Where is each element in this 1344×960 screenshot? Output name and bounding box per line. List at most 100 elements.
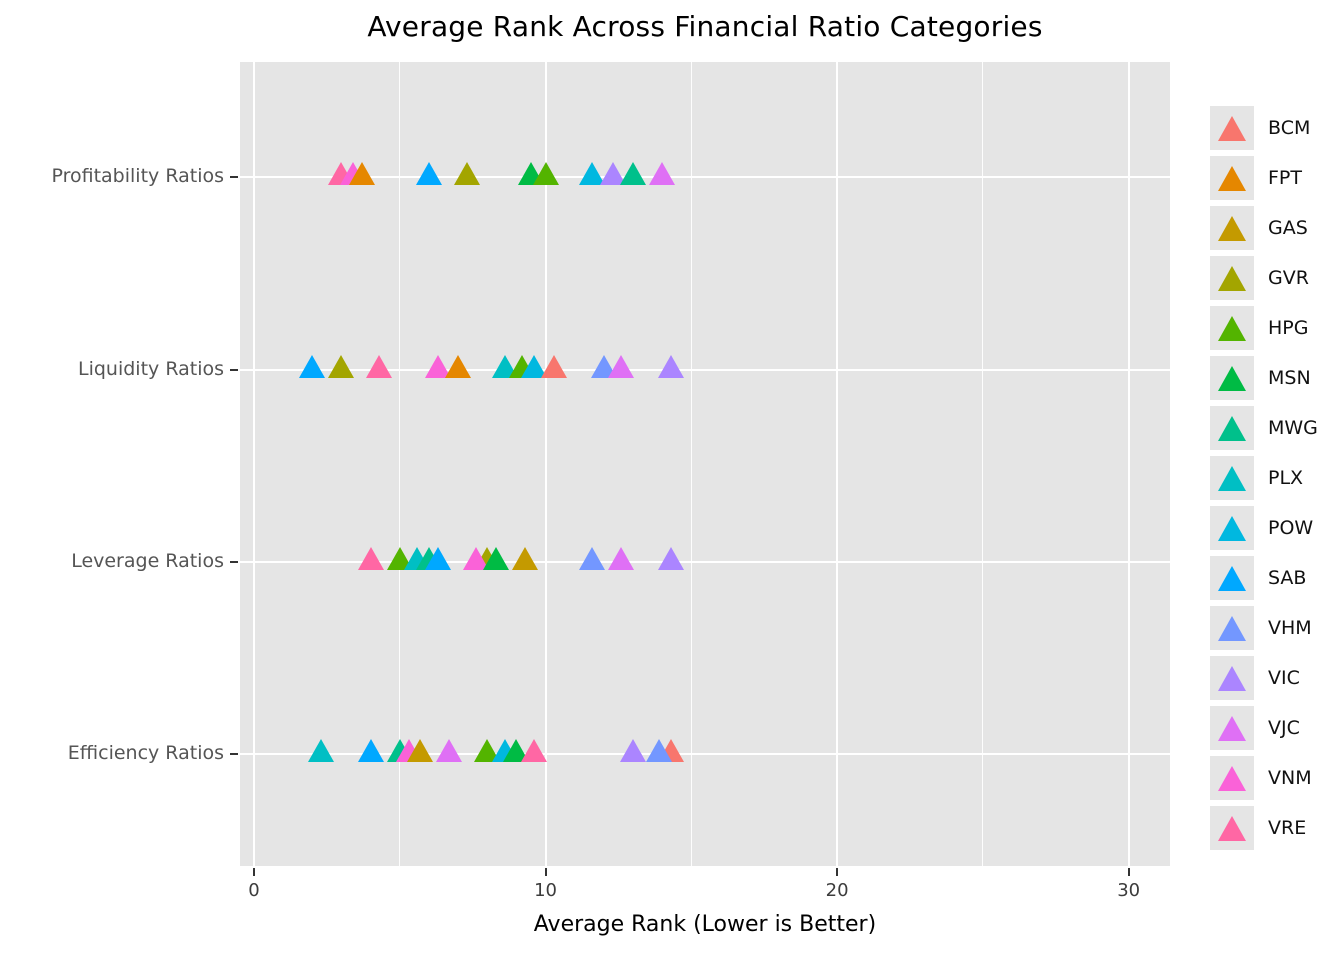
marker-GVR (328, 355, 355, 378)
legend-label: VJC (1268, 717, 1300, 739)
y-tick-mark (230, 561, 238, 563)
marker-POW (579, 162, 606, 185)
marker-PLX (308, 739, 335, 762)
VIC-triangle-icon (1218, 665, 1246, 691)
x-axis-label: Average Rank (Lower is Better) (533, 912, 877, 937)
marker-VHM (579, 547, 606, 570)
marker-VIC (599, 162, 626, 185)
legend-label: PLX (1268, 467, 1304, 489)
marker-VRE (357, 547, 384, 570)
y-tick-label: Efficiency Ratios (67, 742, 224, 764)
legend-swatch (1210, 806, 1254, 850)
legend-swatch (1210, 706, 1254, 750)
x-tick-label: 10 (534, 880, 557, 901)
VNM-triangle-icon (1218, 765, 1246, 791)
legend-swatch (1210, 756, 1254, 800)
gridline-minor-vertical (399, 62, 401, 866)
x-tick-label: 30 (1117, 880, 1141, 901)
marker-VJC (608, 547, 635, 570)
legend-swatch (1210, 156, 1254, 200)
marker-VNM (424, 355, 451, 378)
legend-swatch (1210, 506, 1254, 550)
chart-title: Average Rank Across Financial Ratio Cate… (367, 10, 1043, 43)
legend-item-GAS: GAS (1210, 206, 1308, 250)
legend-item-SAB: SAB (1210, 556, 1306, 600)
legend-label: GAS (1268, 217, 1308, 239)
legend-item-POW: POW (1210, 506, 1313, 550)
y-tick-label: Leverage Ratios (71, 550, 224, 572)
gridline-major-horizontal (240, 561, 1170, 563)
gridline-major-vertical (836, 62, 839, 866)
gridline-major-horizontal (240, 753, 1170, 755)
legend-swatch (1210, 456, 1254, 500)
legend-label: BCM (1268, 117, 1311, 139)
legend-item-HPG: HPG (1210, 306, 1308, 350)
legend-item-MSN: MSN (1210, 356, 1311, 400)
VHM-triangle-icon (1218, 615, 1246, 641)
VJC-triangle-icon (1218, 715, 1246, 741)
legend-label: SAB (1268, 567, 1307, 589)
BCM-triangle-icon (1218, 115, 1246, 141)
legend-swatch (1210, 256, 1254, 300)
FPT-triangle-icon (1218, 165, 1246, 191)
gridline-major-vertical (544, 62, 547, 866)
x-tick-mark (1127, 868, 1130, 876)
x-tick-label: 20 (825, 880, 849, 901)
gridline-minor-vertical (982, 62, 984, 866)
marker-VJC (608, 355, 635, 378)
VRE-triangle-icon (1218, 815, 1246, 841)
x-tick-mark (544, 868, 547, 876)
HPG-triangle-icon (1218, 315, 1246, 341)
legend-item-GVR: GVR (1210, 256, 1309, 300)
legend-swatch (1210, 306, 1254, 350)
legend-label: HPG (1268, 317, 1309, 339)
y-tick-label: Profitability Ratios (51, 165, 224, 187)
marker-VHM (646, 739, 673, 762)
marker-SAB (424, 547, 451, 570)
gridline-major-horizontal (240, 369, 1170, 371)
marker-GAS (407, 739, 434, 762)
marker-FPT (445, 355, 472, 378)
marker-VIC (620, 739, 646, 762)
legend-item-VHM: VHM (1210, 606, 1312, 650)
marker-BCM (541, 355, 568, 378)
y-tick-mark (230, 753, 238, 755)
legend-swatch (1210, 206, 1254, 250)
GAS-triangle-icon (1218, 215, 1246, 241)
y-tick-label: Liquidity Ratios (78, 358, 224, 380)
marker-SAB (299, 355, 326, 378)
legend-item-VNM: VNM (1210, 756, 1312, 800)
x-tick-mark (253, 868, 255, 876)
plot-area (240, 62, 1170, 866)
legend-label: GVR (1268, 267, 1309, 289)
MWG-triangle-icon (1218, 415, 1246, 441)
gridline-major-vertical (1127, 62, 1130, 866)
legend-label: FPT (1268, 167, 1302, 189)
legend-swatch (1210, 356, 1254, 400)
marker-VJC (649, 162, 676, 185)
legend-swatch (1210, 406, 1254, 450)
legend-item-PLX: PLX (1210, 456, 1303, 500)
marker-MWG (620, 162, 646, 185)
marker-FPT (348, 162, 375, 185)
marker-VNM (462, 547, 489, 570)
legend-label: MSN (1268, 367, 1311, 389)
marker-VRE (520, 739, 547, 762)
legend-item-VIC: VIC (1210, 656, 1300, 700)
marker-VIC (657, 355, 684, 378)
marker-POW (520, 355, 547, 378)
y-tick-mark (230, 369, 238, 371)
marker-VRE (366, 355, 393, 378)
PLX-triangle-icon (1218, 465, 1246, 491)
gridline-major-horizontal (240, 176, 1170, 178)
legend-swatch (1210, 556, 1254, 600)
legend-label: VHM (1268, 617, 1312, 639)
SAB-triangle-icon (1218, 565, 1246, 591)
marker-SAB (357, 739, 384, 762)
legend-item-FPT: FPT (1210, 156, 1302, 200)
marker-SAB (415, 162, 442, 185)
marker-HPG (532, 162, 559, 185)
x-tick-mark (836, 868, 839, 876)
y-tick-mark (230, 176, 238, 178)
